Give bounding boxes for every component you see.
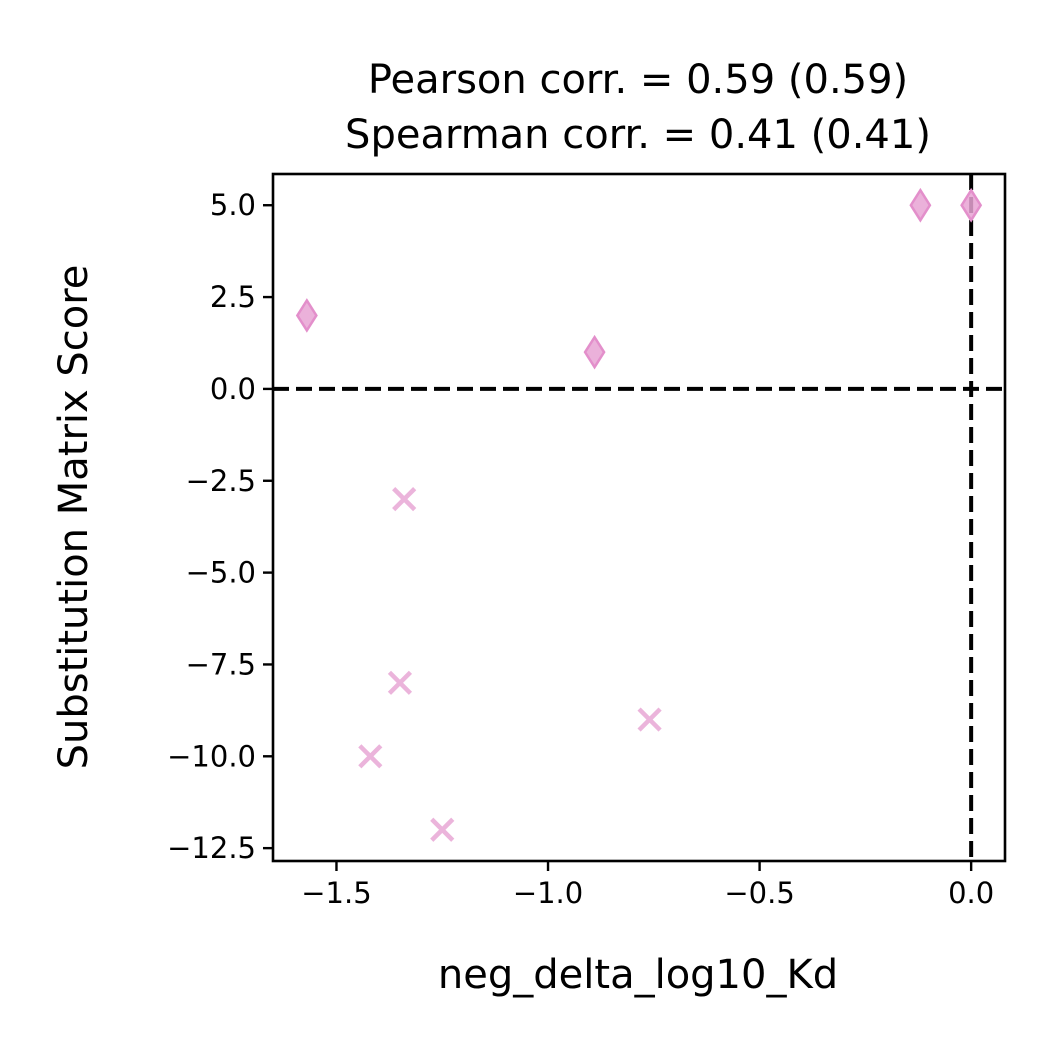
y-tick-label: 5.0 [210, 188, 256, 222]
diamond-point [960, 187, 983, 223]
x-point [358, 744, 383, 769]
diamond-point [909, 187, 932, 223]
plot-frame [271, 172, 1007, 863]
y-tick-label: −2.5 [186, 464, 256, 498]
chart-subtitle: Spearman corr. = 0.41 (0.41) [345, 112, 931, 158]
x-point [430, 817, 455, 842]
y-tick-label: −12.5 [167, 831, 256, 865]
y-tick-label: 0.0 [210, 372, 256, 406]
diamond-point [295, 298, 318, 333]
x-point [392, 487, 417, 512]
plot-marks [273, 174, 1005, 861]
y-tick-label: −7.5 [186, 647, 256, 681]
x-axis-label: neg_delta_log10_Kd [438, 952, 838, 998]
x-tick-label: −0.5 [724, 876, 794, 910]
x-tick-label: −1.0 [513, 876, 583, 910]
x-point [637, 707, 662, 732]
x-tick-label: 0.0 [948, 876, 994, 910]
chart-title: Pearson corr. = 0.59 (0.59) [368, 57, 908, 103]
y-axis-label: Substitution Matrix Score [51, 265, 97, 770]
axes: −1.5 −1.0 −0.5 0.0 5.0 2.5 0.0 −2.5 −5.0 −7.5 −10.… [167, 172, 1007, 910]
y-tick-label: −10.0 [167, 739, 256, 773]
x-tick-label: −1.5 [301, 876, 371, 910]
y-tick-label: 2.5 [210, 280, 256, 314]
diamond-point [583, 334, 606, 370]
x-point [387, 670, 413, 695]
y-tick-label: −5.0 [186, 556, 256, 590]
